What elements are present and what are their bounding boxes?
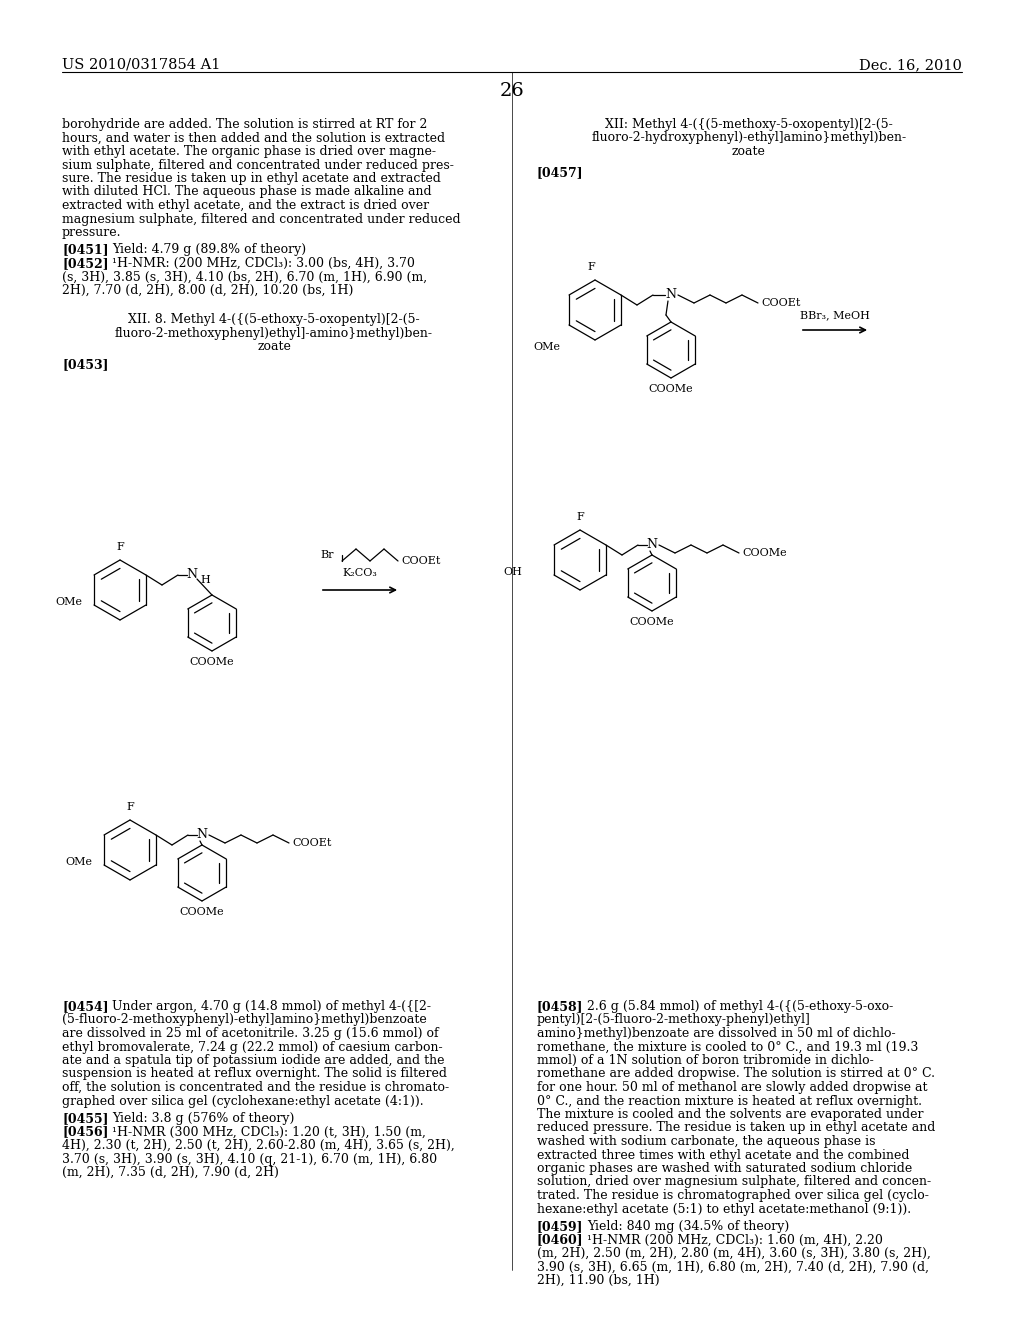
Text: US 2010/0317854 A1: US 2010/0317854 A1 [62, 58, 220, 73]
Text: OH: OH [503, 568, 522, 577]
Text: romethane, the mixture is cooled to 0° C., and 19.3 ml (19.3: romethane, the mixture is cooled to 0° C… [537, 1040, 919, 1053]
Text: (m, 2H), 7.35 (d, 2H), 7.90 (d, 2H): (m, 2H), 7.35 (d, 2H), 7.90 (d, 2H) [62, 1166, 279, 1179]
Text: COOMe: COOMe [648, 384, 693, 393]
Text: COOMe: COOMe [189, 657, 234, 667]
Text: with ethyl acetate. The organic phase is dried over magne-: with ethyl acetate. The organic phase is… [62, 145, 436, 158]
Text: romethane are added dropwise. The solution is stirred at 0° C.: romethane are added dropwise. The soluti… [537, 1068, 935, 1081]
Text: Yield: 4.79 g (89.8% of theory): Yield: 4.79 g (89.8% of theory) [112, 243, 306, 256]
Text: XII. 8. Methyl 4-({(5-ethoxy-5-oxopentyl)[2-(5-: XII. 8. Methyl 4-({(5-ethoxy-5-oxopentyl… [128, 314, 420, 326]
Text: [0452]: [0452] [62, 257, 109, 271]
Text: pentyl)[2-(5-fluoro-2-methoxy-phenyl)ethyl]: pentyl)[2-(5-fluoro-2-methoxy-phenyl)eth… [537, 1014, 811, 1027]
Text: F: F [587, 261, 595, 272]
Text: trated. The residue is chromatographed over silica gel (cyclo-: trated. The residue is chromatographed o… [537, 1189, 929, 1203]
Text: zoate: zoate [257, 341, 291, 354]
Text: 2H), 11.90 (bs, 1H): 2H), 11.90 (bs, 1H) [537, 1274, 659, 1287]
Text: hours, and water is then added and the solution is extracted: hours, and water is then added and the s… [62, 132, 445, 144]
Text: sure. The residue is taken up in ethyl acetate and extracted: sure. The residue is taken up in ethyl a… [62, 172, 441, 185]
Text: ethyl bromovalerate, 7.24 g (22.2 mmol) of caesium carbon-: ethyl bromovalerate, 7.24 g (22.2 mmol) … [62, 1040, 442, 1053]
Text: (m, 2H), 2.50 (m, 2H), 2.80 (m, 4H), 3.60 (s, 3H), 3.80 (s, 2H),: (m, 2H), 2.50 (m, 2H), 2.80 (m, 4H), 3.6… [537, 1247, 931, 1261]
Text: XII: Methyl 4-({(5-methoxy-5-oxopentyl)[2-(5-: XII: Methyl 4-({(5-methoxy-5-oxopentyl)[… [605, 117, 893, 131]
Text: Dec. 16, 2010: Dec. 16, 2010 [859, 58, 962, 73]
Text: [0456]: [0456] [62, 1126, 109, 1138]
Text: OMe: OMe [534, 342, 560, 352]
Text: Br: Br [319, 550, 334, 560]
Text: [0459]: [0459] [537, 1220, 584, 1233]
Text: Under argon, 4.70 g (14.8 mmol) of methyl 4-({[2-: Under argon, 4.70 g (14.8 mmol) of methy… [112, 1001, 431, 1012]
Text: BBr₃, MeOH: BBr₃, MeOH [800, 310, 870, 319]
Text: sium sulphate, filtered and concentrated under reduced pres-: sium sulphate, filtered and concentrated… [62, 158, 454, 172]
Text: washed with sodium carbonate, the aqueous phase is: washed with sodium carbonate, the aqueou… [537, 1135, 876, 1148]
Text: [0460]: [0460] [537, 1233, 584, 1246]
Text: OMe: OMe [65, 857, 92, 867]
Text: 3.90 (s, 3H), 6.65 (m, 1H), 6.80 (m, 2H), 7.40 (d, 2H), 7.90 (d,: 3.90 (s, 3H), 6.65 (m, 1H), 6.80 (m, 2H)… [537, 1261, 929, 1274]
Text: COOEt: COOEt [401, 556, 440, 566]
Text: reduced pressure. The residue is taken up in ethyl acetate and: reduced pressure. The residue is taken u… [537, 1122, 935, 1134]
Text: [0458]: [0458] [537, 1001, 584, 1012]
Text: hexane:ethyl acetate (5:1) to ethyl acetate:methanol (9:1)).: hexane:ethyl acetate (5:1) to ethyl acet… [537, 1203, 911, 1216]
Text: amino}methyl)benzoate are dissolved in 50 ml of dichlo-: amino}methyl)benzoate are dissolved in 5… [537, 1027, 896, 1040]
Text: ¹H-NMR: (200 MHz, CDCl₃): 3.00 (bs, 4H), 3.70: ¹H-NMR: (200 MHz, CDCl₃): 3.00 (bs, 4H),… [112, 257, 415, 271]
Text: ¹H-NMR (200 MHz, CDCl₃): 1.60 (m, 4H), 2.20: ¹H-NMR (200 MHz, CDCl₃): 1.60 (m, 4H), 2… [587, 1233, 883, 1246]
Text: COOEt: COOEt [761, 298, 801, 308]
Text: Yield: 3.8 g (576% of theory): Yield: 3.8 g (576% of theory) [112, 1111, 294, 1125]
Text: with diluted HCl. The aqueous phase is made alkaline and: with diluted HCl. The aqueous phase is m… [62, 186, 432, 198]
Text: K₂CO₃: K₂CO₃ [343, 568, 378, 578]
Text: 3.70 (s, 3H), 3.90 (s, 3H), 4.10 (q, 21-1), 6.70 (m, 1H), 6.80: 3.70 (s, 3H), 3.90 (s, 3H), 4.10 (q, 21-… [62, 1152, 437, 1166]
Text: 2H), 7.70 (d, 2H), 8.00 (d, 2H), 10.20 (bs, 1H): 2H), 7.70 (d, 2H), 8.00 (d, 2H), 10.20 (… [62, 284, 353, 297]
Text: N: N [197, 829, 208, 842]
Text: N: N [666, 289, 677, 301]
Text: graphed over silica gel (cyclohexane:ethyl acetate (4:1)).: graphed over silica gel (cyclohexane:eth… [62, 1094, 424, 1107]
Text: 0° C., and the reaction mixture is heated at reflux overnight.: 0° C., and the reaction mixture is heate… [537, 1094, 922, 1107]
Text: COOEt: COOEt [292, 838, 332, 847]
Text: mmol) of a 1N solution of boron tribromide in dichlo-: mmol) of a 1N solution of boron tribromi… [537, 1053, 873, 1067]
Text: OMe: OMe [55, 597, 82, 607]
Text: fluoro-2-hydroxyphenyl)-ethyl]amino}methyl)ben-: fluoro-2-hydroxyphenyl)-ethyl]amino}meth… [592, 132, 906, 144]
Text: for one hour. 50 ml of methanol are slowly added dropwise at: for one hour. 50 ml of methanol are slow… [537, 1081, 928, 1094]
Text: F: F [577, 512, 584, 521]
Text: Yield: 840 mg (34.5% of theory): Yield: 840 mg (34.5% of theory) [587, 1220, 790, 1233]
Text: off, the solution is concentrated and the residue is chromato-: off, the solution is concentrated and th… [62, 1081, 450, 1094]
Text: [0455]: [0455] [62, 1111, 109, 1125]
Text: pressure.: pressure. [62, 226, 122, 239]
Text: F: F [116, 543, 124, 552]
Text: extracted with ethyl acetate, and the extract is dried over: extracted with ethyl acetate, and the ex… [62, 199, 429, 213]
Text: suspension is heated at reflux overnight. The solid is filtered: suspension is heated at reflux overnight… [62, 1068, 447, 1081]
Text: H: H [200, 576, 210, 585]
Text: N: N [186, 569, 198, 582]
Text: extracted three times with ethyl acetate and the combined: extracted three times with ethyl acetate… [537, 1148, 909, 1162]
Text: 4H), 2.30 (t, 2H), 2.50 (t, 2H), 2.60-2.80 (m, 4H), 3.65 (s, 2H),: 4H), 2.30 (t, 2H), 2.50 (t, 2H), 2.60-2.… [62, 1139, 455, 1152]
Text: organic phases are washed with saturated sodium chloride: organic phases are washed with saturated… [537, 1162, 912, 1175]
Text: COOMe: COOMe [630, 616, 674, 627]
Text: are dissolved in 25 ml of acetonitrile. 3.25 g (15.6 mmol) of: are dissolved in 25 ml of acetonitrile. … [62, 1027, 438, 1040]
Text: F: F [126, 803, 134, 812]
Text: 2.6 g (5.84 mmol) of methyl 4-({(5-ethoxy-5-oxo-: 2.6 g (5.84 mmol) of methyl 4-({(5-ethox… [587, 1001, 893, 1012]
Text: magnesium sulphate, filtered and concentrated under reduced: magnesium sulphate, filtered and concent… [62, 213, 461, 226]
Text: borohydride are added. The solution is stirred at RT for 2: borohydride are added. The solution is s… [62, 117, 427, 131]
Text: COOMe: COOMe [742, 548, 786, 558]
Text: ¹H-NMR (300 MHz, CDCl₃): 1.20 (t, 3H), 1.50 (m,: ¹H-NMR (300 MHz, CDCl₃): 1.20 (t, 3H), 1… [112, 1126, 426, 1138]
Text: 26: 26 [500, 82, 524, 100]
Text: [0457]: [0457] [537, 166, 584, 180]
Text: zoate: zoate [732, 145, 766, 158]
Text: solution, dried over magnesium sulphate, filtered and concen-: solution, dried over magnesium sulphate,… [537, 1176, 931, 1188]
Text: (s, 3H), 3.85 (s, 3H), 4.10 (bs, 2H), 6.70 (m, 1H), 6.90 (m,: (s, 3H), 3.85 (s, 3H), 4.10 (bs, 2H), 6.… [62, 271, 427, 284]
Text: fluoro-2-methoxyphenyl)ethyl]-amino}methyl)ben-: fluoro-2-methoxyphenyl)ethyl]-amino}meth… [115, 327, 433, 341]
Text: [0451]: [0451] [62, 243, 109, 256]
Text: ate and a spatula tip of potassium iodide are added, and the: ate and a spatula tip of potassium iodid… [62, 1053, 444, 1067]
Text: (5-fluoro-2-methoxyphenyl)-ethyl]amino}methyl)benzoate: (5-fluoro-2-methoxyphenyl)-ethyl]amino}m… [62, 1014, 427, 1027]
Text: [0453]: [0453] [62, 358, 109, 371]
Text: The mixture is cooled and the solvents are evaporated under: The mixture is cooled and the solvents a… [537, 1107, 924, 1121]
Text: N: N [646, 539, 657, 552]
Text: COOMe: COOMe [179, 907, 224, 917]
Text: [0454]: [0454] [62, 1001, 109, 1012]
